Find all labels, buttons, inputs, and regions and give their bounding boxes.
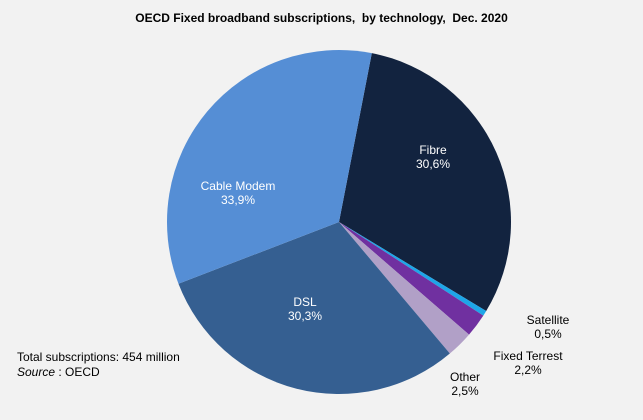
source-note: Source : OECD [17,365,100,379]
pie-slice-fixed-terrest [339,222,484,335]
pie-slice-dsl [178,222,450,394]
slice-label-other: Other [450,370,480,384]
slice-label-dsl: DSL [293,295,317,309]
pie-slice-fibre [339,53,512,311]
slice-value-other: 2,5% [451,384,479,398]
source-value: : OECD [55,365,100,379]
slice-value-fixed-terrest: 2,2% [514,363,542,377]
pie-slice-satellite [339,222,487,316]
slice-value-cable-modem: 33,9% [221,193,255,207]
slice-value-fibre: 30,6% [416,157,450,171]
slice-label-cable-modem: Cable Modem [201,179,276,193]
pie-slice-cable-modem [167,49,372,284]
slice-label-fibre: Fibre [419,143,447,157]
slice-value-dsl: 30,3% [288,309,322,323]
slice-value-satellite: 0,5% [534,327,562,341]
chart-title: OECD Fixed broadband subscriptions, by t… [135,11,508,25]
source-label: Source [17,365,56,379]
slice-label-satellite: Satellite [527,313,570,327]
total-subscriptions-note: Total subscriptions: 454 million [17,350,180,364]
slice-label-fixed-terrest: Fixed Terrest [493,349,563,363]
pie-slice-other [339,222,470,354]
